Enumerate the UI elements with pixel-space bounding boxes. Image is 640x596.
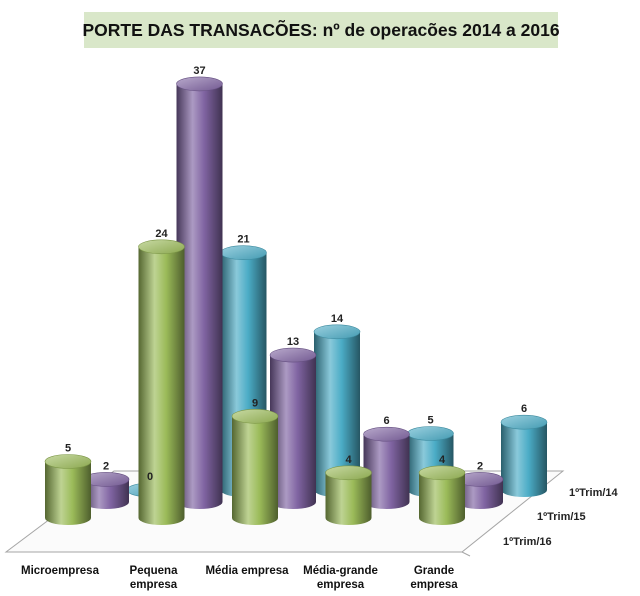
bar-2-5 xyxy=(456,472,504,509)
chart-title-box: PORTE DAS TRANSACÕES: nº de operacões 20… xyxy=(82,12,560,48)
category-label: Média empresa xyxy=(205,565,289,577)
category-label: Grande empresa xyxy=(410,565,458,591)
value-label: 24 xyxy=(155,228,168,240)
bar-2-2 xyxy=(176,76,223,510)
bar-3-5 xyxy=(418,465,466,525)
series-labels: 1ºTrim/14 1ºTrim/15 1ºTrim/16 xyxy=(503,487,619,548)
bar-2-4 xyxy=(363,426,410,509)
value-label: 13 xyxy=(287,336,299,348)
value-label: 37 xyxy=(193,65,205,77)
bar-2-3 xyxy=(269,347,317,509)
bar-3-1 xyxy=(44,454,92,525)
value-label: 5 xyxy=(65,443,71,455)
series-label: 1ºTrim/15 xyxy=(537,511,586,523)
floor-edge xyxy=(461,551,471,557)
bar-3-4 xyxy=(325,465,372,525)
value-label: 6 xyxy=(521,403,527,415)
value-label: 2 xyxy=(477,460,483,472)
bar-1-3 xyxy=(313,324,361,497)
value-label: 9 xyxy=(252,397,258,409)
value-label: 14 xyxy=(331,313,344,325)
bar-3-2 xyxy=(138,239,185,526)
category-label: Média-grande empresa xyxy=(303,565,378,591)
value-label: 2 xyxy=(103,460,109,472)
value-label: 4 xyxy=(345,454,352,466)
chart-title: PORTE DAS TRANSACÕES: nº de operacões 20… xyxy=(82,19,560,40)
value-label: 5 xyxy=(427,415,433,427)
bar-1-5 xyxy=(500,414,548,497)
category-labels: Microempresa Pequena empresa Média empresa M… xyxy=(21,565,458,591)
bars xyxy=(44,76,548,526)
value-label: 6 xyxy=(383,415,389,427)
category-label: Pequena empresa xyxy=(130,565,179,591)
category-label: Microempresa xyxy=(21,565,100,577)
series-label: 1ºTrim/16 xyxy=(503,536,552,548)
bar-3-3 xyxy=(231,408,279,525)
value-label: 21 xyxy=(237,234,249,246)
value-label: 0 xyxy=(147,471,153,483)
value-label: 4 xyxy=(439,454,446,466)
series-label: 1ºTrim/14 xyxy=(569,487,619,499)
value-labels: 0 21 14 5 6 2 37 13 6 2 5 24 9 4 4 xyxy=(65,65,527,483)
